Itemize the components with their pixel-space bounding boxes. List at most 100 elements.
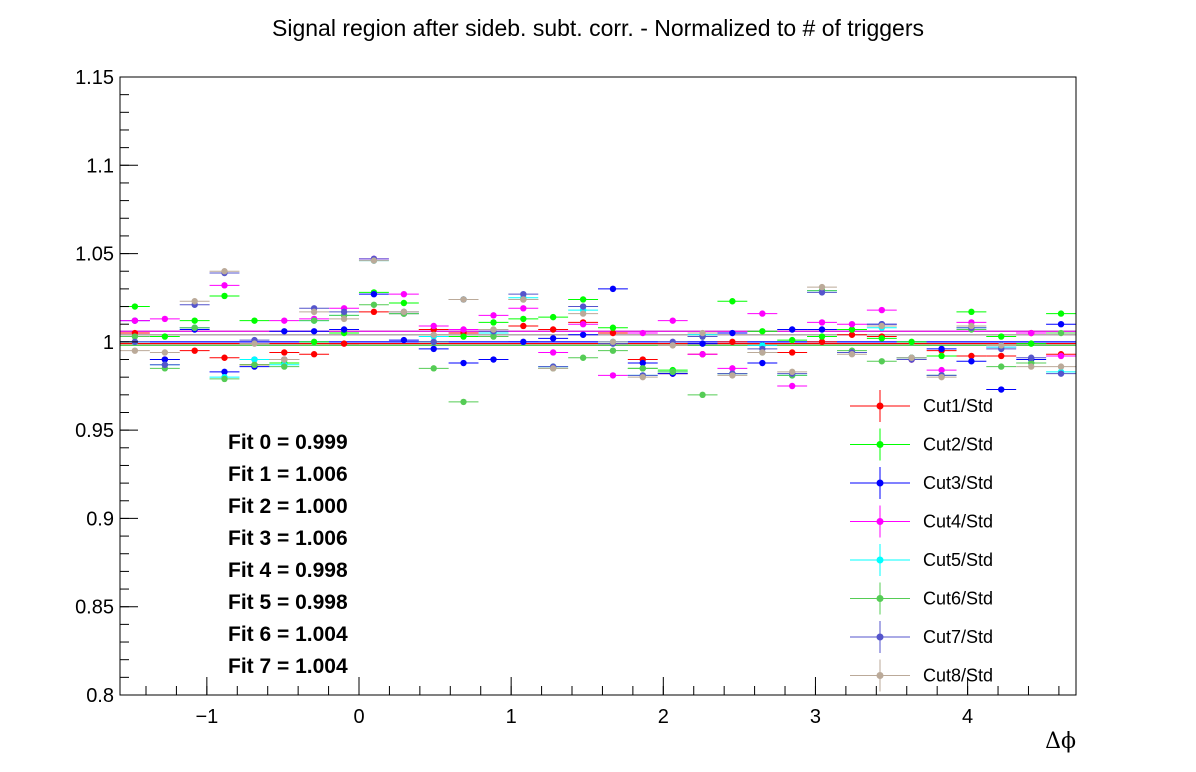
data-point — [221, 354, 228, 361]
y-tick-label: 1.15 — [75, 67, 114, 89]
data-point — [221, 268, 228, 275]
data-point — [460, 398, 467, 406]
data-point — [818, 289, 826, 296]
data-point — [281, 363, 288, 370]
data-point — [310, 308, 318, 316]
data-point — [490, 319, 497, 326]
legend-label: Cut4/Std — [923, 512, 993, 532]
data-point — [520, 315, 527, 323]
data-point — [998, 386, 1005, 393]
data-point — [161, 361, 169, 369]
legend-marker — [876, 595, 884, 602]
data-point — [1028, 329, 1035, 337]
data-point — [968, 352, 975, 360]
data-point — [1057, 310, 1065, 317]
data-point — [998, 363, 1005, 370]
data-point — [818, 326, 826, 333]
fit-annotation: Fit 3 = 1.006 — [228, 527, 348, 550]
data-point — [251, 356, 258, 363]
data-point — [251, 317, 258, 324]
data-point — [520, 296, 527, 303]
fit-annotation: Fit 1 = 1.006 — [228, 463, 348, 486]
x-tick-label: 4 — [962, 706, 973, 728]
data-point — [549, 349, 557, 356]
data-point — [788, 349, 796, 356]
data-point — [221, 292, 228, 300]
data-point — [191, 298, 198, 305]
data-point — [878, 335, 885, 342]
data-point — [818, 338, 826, 346]
data-point — [490, 333, 497, 340]
legend-label: Cut3/Std — [923, 473, 993, 493]
data-point — [131, 333, 139, 340]
legend-marker — [876, 518, 884, 525]
data-point — [788, 326, 796, 333]
data-point — [340, 315, 348, 323]
data-point — [460, 296, 467, 303]
data-point — [430, 322, 437, 330]
data-point — [191, 317, 198, 324]
x-tick-label: 2 — [658, 706, 669, 728]
data-point — [1028, 340, 1035, 347]
data-point — [310, 317, 318, 324]
data-point — [161, 315, 169, 323]
data-point — [908, 354, 915, 361]
data-point — [520, 305, 527, 312]
fit-annotation: Fit 5 = 0.998 — [228, 591, 348, 614]
data-point — [460, 326, 467, 333]
data-point — [729, 329, 736, 337]
data-point — [699, 340, 706, 347]
data-point — [609, 372, 617, 379]
legend-marker — [876, 479, 884, 487]
data-point — [968, 322, 975, 330]
data-point — [579, 321, 587, 328]
plot-frame — [119, 76, 1077, 696]
data-point — [161, 333, 169, 340]
data-point — [1028, 363, 1035, 370]
data-point — [281, 349, 288, 356]
data-point — [251, 361, 258, 369]
legend: Cut1/Std Cut2/Std Cut3/Std Cut4/Std Cut5/Std… — [850, 390, 993, 692]
data-point — [639, 365, 646, 372]
y-tick-label: 1.05 — [75, 244, 114, 266]
y-tick-label: 0.8 — [86, 685, 114, 707]
data-point — [281, 328, 288, 335]
data-point — [579, 310, 587, 317]
data-point — [370, 257, 378, 264]
data-point — [400, 336, 408, 344]
data-point — [878, 306, 885, 314]
fit-annotation: Fit 0 = 0.999 — [228, 431, 348, 454]
data-point — [161, 356, 169, 363]
data-point — [609, 347, 617, 354]
legend-label: Cut7/Std — [923, 627, 993, 647]
data-point — [729, 338, 736, 346]
data-point — [430, 365, 437, 372]
data-point — [1057, 363, 1065, 370]
legend-marker — [876, 633, 884, 641]
data-point — [310, 328, 318, 335]
data-point — [908, 338, 915, 346]
data-point — [131, 303, 139, 310]
y-tick-label: 0.85 — [75, 597, 114, 619]
data-point — [729, 365, 736, 372]
data-point — [818, 319, 826, 326]
data-point — [310, 351, 318, 358]
data-point — [878, 358, 885, 365]
data-point — [430, 345, 437, 353]
data-point — [131, 317, 139, 324]
data-point — [191, 347, 198, 354]
data-point — [729, 372, 736, 379]
axes: 0.8 0.85 0.9 0.95 1 1.05 1.1 1.15 −1 0 1 2 3 4 — [75, 67, 1060, 728]
legend-label: Cut2/Std — [923, 435, 993, 455]
legend-marker — [876, 441, 884, 448]
data-point — [878, 322, 885, 330]
fit-annotation: Fit 2 = 1.000 — [228, 495, 348, 518]
data-point — [579, 354, 587, 361]
legend-label: Cut5/Std — [923, 550, 993, 570]
data-point — [669, 317, 676, 324]
data-point — [430, 331, 437, 338]
data-point — [370, 308, 378, 316]
data-point — [460, 359, 467, 367]
